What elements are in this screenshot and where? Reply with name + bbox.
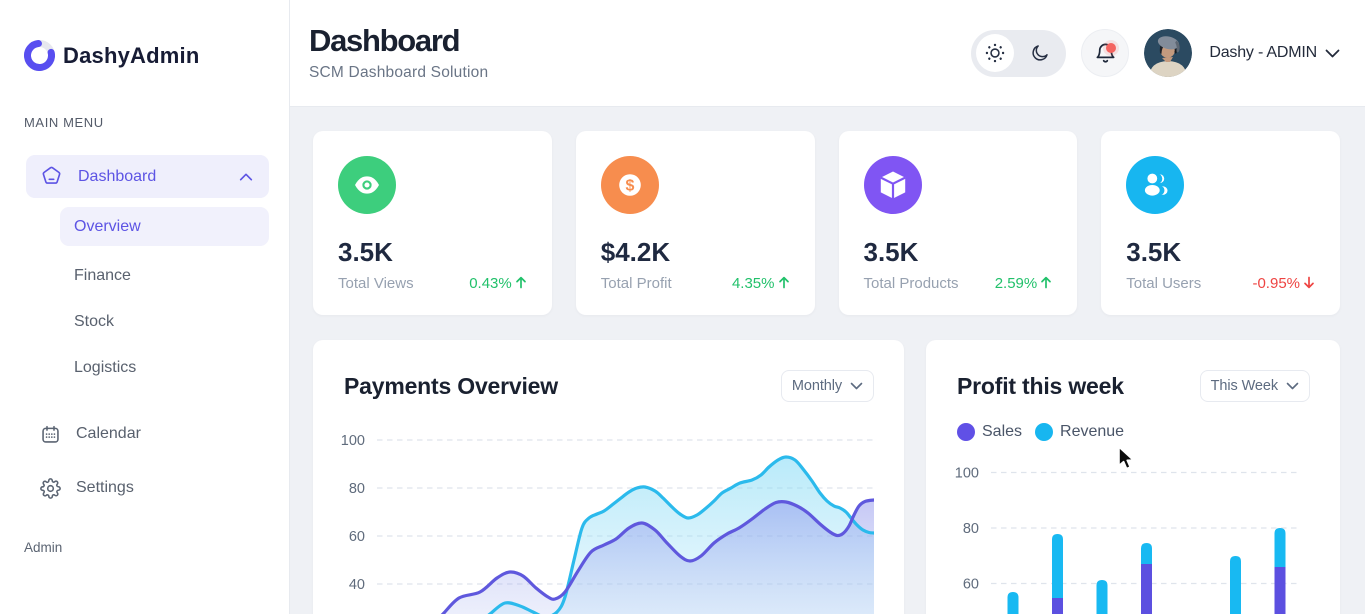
svg-text:100: 100: [955, 466, 979, 482]
svg-text:80: 80: [349, 481, 365, 497]
svg-text:80: 80: [963, 521, 979, 537]
svg-text:60: 60: [349, 529, 365, 545]
svg-text:40: 40: [349, 577, 365, 593]
svg-text:$: $: [625, 178, 634, 195]
svg-text:60: 60: [963, 577, 979, 593]
svg-text:100: 100: [341, 433, 365, 449]
